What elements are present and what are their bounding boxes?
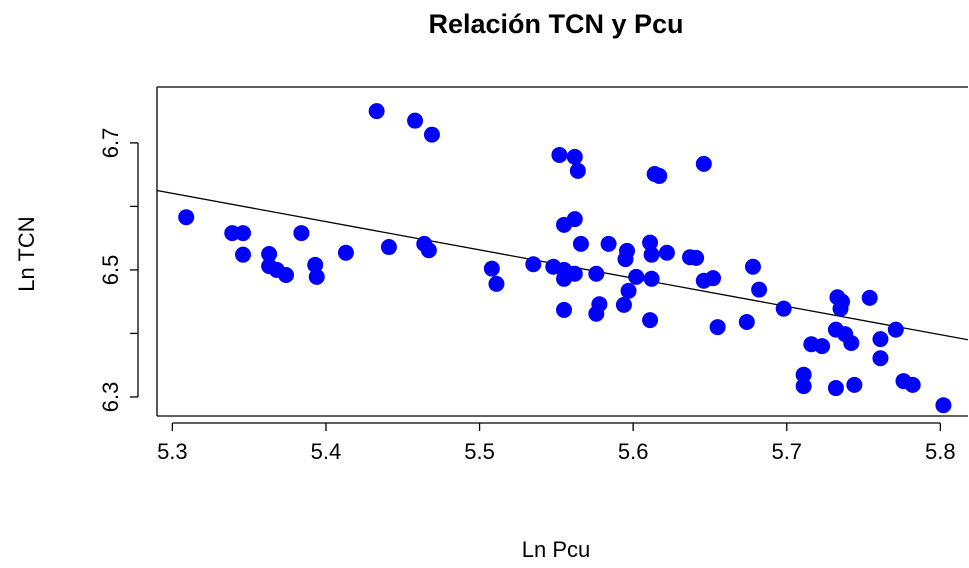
x-tick-label: 5.3 xyxy=(157,439,188,464)
point xyxy=(551,146,568,163)
y-axis-label: Ln TCN xyxy=(14,216,39,291)
point xyxy=(178,209,195,226)
point xyxy=(293,225,310,242)
point xyxy=(235,246,252,263)
chart-title: Relación TCN y Pcu xyxy=(428,9,683,39)
point xyxy=(556,301,573,318)
point xyxy=(832,300,849,317)
point xyxy=(814,338,831,355)
point xyxy=(872,350,889,367)
point xyxy=(795,378,812,395)
point xyxy=(261,246,278,263)
x-tick-label: 5.7 xyxy=(771,439,802,464)
point xyxy=(744,258,761,275)
x-tick-label: 5.8 xyxy=(925,439,956,464)
point xyxy=(642,234,659,251)
point xyxy=(420,242,437,259)
point xyxy=(615,296,632,313)
point xyxy=(572,235,589,252)
point xyxy=(751,281,768,298)
point xyxy=(935,397,952,414)
point xyxy=(827,380,844,397)
point xyxy=(308,268,325,285)
point xyxy=(628,268,645,285)
point xyxy=(380,239,397,256)
point xyxy=(278,267,295,283)
point xyxy=(872,331,889,348)
point xyxy=(307,256,324,273)
point xyxy=(887,321,904,338)
point xyxy=(569,162,586,179)
y-tick-label: 6.5 xyxy=(98,255,123,286)
y-tick-label: 6.7 xyxy=(98,128,123,159)
point xyxy=(651,167,668,184)
point xyxy=(738,314,755,330)
point xyxy=(775,300,792,317)
point xyxy=(643,246,660,263)
y-tick-label: 6.3 xyxy=(98,382,123,413)
point xyxy=(688,249,705,266)
point xyxy=(566,265,583,282)
point xyxy=(846,376,863,393)
point xyxy=(600,235,617,252)
point xyxy=(695,155,712,172)
point xyxy=(525,256,542,273)
point xyxy=(617,251,634,268)
point xyxy=(566,211,583,228)
point xyxy=(705,270,722,287)
point xyxy=(709,319,726,336)
x-tick-label: 5.4 xyxy=(311,439,342,464)
point xyxy=(488,275,505,292)
point xyxy=(423,126,440,143)
point xyxy=(588,305,605,322)
x-tick-label: 5.6 xyxy=(618,439,649,464)
point xyxy=(337,244,354,261)
point xyxy=(795,366,812,383)
point xyxy=(620,282,637,299)
point xyxy=(658,244,675,261)
point xyxy=(588,265,605,282)
point xyxy=(642,312,659,329)
x-axis-label: Ln Pcu xyxy=(522,537,591,562)
point xyxy=(407,112,424,129)
point xyxy=(566,148,583,165)
point xyxy=(368,103,385,120)
point xyxy=(904,376,921,393)
point xyxy=(235,225,252,242)
point xyxy=(483,260,500,277)
point xyxy=(643,270,660,287)
point xyxy=(843,334,860,351)
x-tick-label: 5.5 xyxy=(464,439,495,464)
point xyxy=(861,289,878,306)
